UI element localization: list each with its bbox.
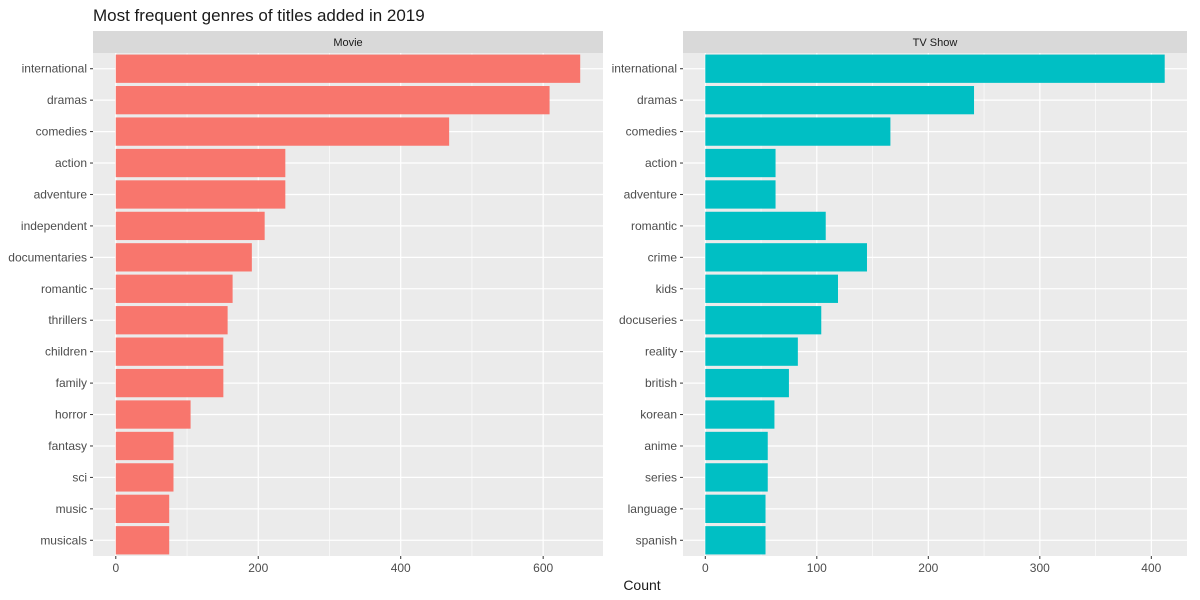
y-tick-label: reality <box>645 345 677 359</box>
facet-panel-1: TV Show international dramas comedies action… <box>612 31 1187 575</box>
y-tick-label: crime <box>648 250 678 264</box>
facets: Movie international dramas comedies action ad… <box>8 31 1187 575</box>
y-tick-label: language <box>628 502 678 516</box>
x-tick-label: 600 <box>533 561 553 575</box>
x-tick-label: 100 <box>807 561 827 575</box>
bar-action <box>705 148 776 178</box>
bar-independent <box>115 211 265 241</box>
chart-title: Most frequent genres of titles added in … <box>93 6 425 25</box>
y-tick-label: series <box>645 470 677 484</box>
y-tick-label: international <box>612 62 677 76</box>
y-tick-label: horror <box>55 408 87 422</box>
y-tick-label: children <box>45 345 87 359</box>
y-tick-label: action <box>645 156 677 170</box>
bar-musicals <box>115 526 170 555</box>
y-tick-label: sci <box>72 470 87 484</box>
y-tick-label: music <box>56 502 87 516</box>
y-tick-label: action <box>55 156 87 170</box>
bar-kids <box>705 274 838 303</box>
bar-music <box>115 494 170 523</box>
bar-comedies <box>705 117 891 146</box>
bar-family <box>115 368 224 398</box>
facet-strip <box>683 31 1187 53</box>
bar-comedies <box>115 117 450 146</box>
bar-international <box>115 54 581 83</box>
y-tick-label: family <box>56 376 87 390</box>
y-tick-label: adventure <box>624 187 678 201</box>
bar-thrillers <box>115 306 228 335</box>
x-tick-label: 200 <box>248 561 268 575</box>
y-tick-label: spanish <box>636 533 677 547</box>
bar-docuseries <box>705 306 822 335</box>
bar-romantic <box>705 211 826 241</box>
y-tick-label: fantasy <box>48 439 87 453</box>
bar-international <box>705 54 1165 83</box>
bar-sci <box>115 463 174 492</box>
bar-crime <box>705 243 867 272</box>
y-tick-label: british <box>645 376 677 390</box>
facet-strip-label: Movie <box>333 37 362 49</box>
x-tick-label: 400 <box>391 561 411 575</box>
y-tick-label: anime <box>644 439 677 453</box>
bar-documentaries <box>115 243 252 272</box>
y-tick-label: dramas <box>637 93 677 107</box>
bar-horror <box>115 400 191 429</box>
y-tick-label: independent <box>21 219 88 233</box>
bar-language <box>705 494 766 523</box>
facet-panel-0: Movie international dramas comedies action ad… <box>8 31 603 575</box>
y-tick-label: docuseries <box>619 313 677 327</box>
bar-series <box>705 463 768 492</box>
y-tick-label: romantic <box>631 219 677 233</box>
facet-strip-label: TV Show <box>913 37 958 49</box>
bar-spanish <box>705 526 766 555</box>
x-axis-title: Count <box>623 577 660 593</box>
y-tick-label: romantic <box>41 282 87 296</box>
y-tick-label: korean <box>640 408 677 422</box>
bar-romantic <box>115 274 233 303</box>
bar-fantasy <box>115 431 174 461</box>
facet-strip <box>93 31 603 53</box>
x-tick-label: 0 <box>112 561 119 575</box>
bar-action <box>115 148 286 178</box>
y-tick-label: kids <box>656 282 677 296</box>
bar-adventure <box>115 180 286 209</box>
y-tick-label: thrillers <box>48 313 87 327</box>
bar-british <box>705 368 789 398</box>
x-tick-label: 0 <box>702 561 709 575</box>
bar-dramas <box>705 86 975 115</box>
bar-korean <box>705 400 775 429</box>
y-tick-label: adventure <box>34 187 88 201</box>
y-tick-label: comedies <box>626 125 677 139</box>
bar-adventure <box>705 180 776 209</box>
bar-anime <box>705 431 768 461</box>
bar-dramas <box>115 86 550 115</box>
x-tick-label: 300 <box>1030 561 1050 575</box>
y-tick-label: international <box>22 62 87 76</box>
y-tick-label: documentaries <box>8 250 87 264</box>
bar-reality <box>705 337 798 366</box>
bar-children <box>115 337 224 366</box>
x-tick-label: 400 <box>1141 561 1161 575</box>
y-tick-label: dramas <box>47 93 87 107</box>
y-tick-label: comedies <box>36 125 87 139</box>
x-tick-label: 200 <box>918 561 938 575</box>
y-tick-label: musicals <box>40 533 87 547</box>
